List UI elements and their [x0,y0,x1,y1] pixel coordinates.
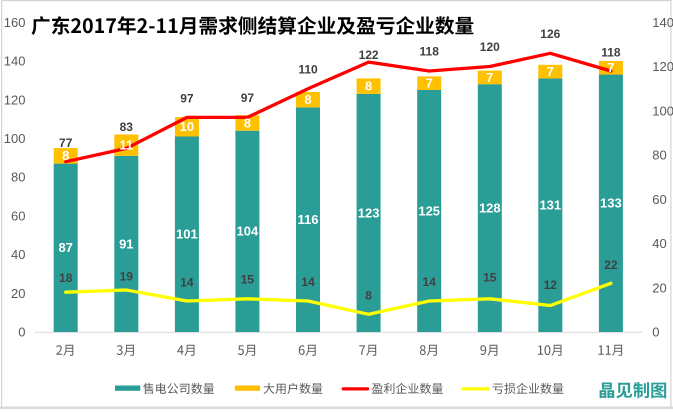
svg-text:8: 8 [62,148,69,163]
svg-text:22: 22 [604,258,618,272]
svg-text:120: 120 [652,59,673,74]
svg-text:83: 83 [120,120,134,134]
svg-text:14: 14 [180,276,194,290]
svg-text:7: 7 [426,76,433,91]
svg-text:10: 10 [180,119,194,134]
svg-text:19: 19 [120,270,134,284]
svg-text:15: 15 [483,270,497,284]
svg-text:15: 15 [241,273,255,287]
svg-text:140: 140 [4,54,26,69]
svg-text:100: 100 [4,131,26,146]
svg-text:123: 123 [358,205,380,220]
svg-text:101: 101 [176,227,198,242]
svg-text:116: 116 [298,212,319,227]
svg-text:122: 122 [359,48,379,62]
svg-text:11: 11 [119,138,133,153]
svg-text:0: 0 [18,325,25,340]
svg-text:80: 80 [652,148,666,163]
svg-text:140: 140 [652,15,673,30]
svg-text:91: 91 [119,236,133,251]
svg-text:97: 97 [180,92,194,106]
svg-text:8: 8 [365,289,372,303]
svg-text:40: 40 [11,247,25,262]
svg-text:120: 120 [4,92,26,107]
svg-text:97: 97 [241,91,255,105]
svg-text:14: 14 [301,275,315,289]
svg-text:77: 77 [59,136,73,150]
svg-text:100: 100 [652,103,673,118]
svg-text:87: 87 [58,240,72,255]
svg-text:110: 110 [298,62,318,76]
svg-text:60: 60 [11,208,25,223]
svg-text:8: 8 [244,115,251,130]
svg-text:20: 20 [11,286,25,301]
svg-text:133: 133 [600,196,622,211]
svg-text:60: 60 [652,192,666,207]
svg-text:14: 14 [423,275,437,289]
svg-text:104: 104 [237,224,259,239]
svg-text:125: 125 [418,203,440,218]
svg-text:118: 118 [601,46,621,60]
svg-text:118: 118 [420,45,440,59]
svg-text:8: 8 [365,79,372,94]
svg-text:120: 120 [480,40,500,54]
svg-text:7: 7 [547,64,554,79]
svg-text:126: 126 [540,27,560,41]
svg-text:80: 80 [11,170,25,185]
svg-text:131: 131 [539,198,561,213]
svg-text:12: 12 [544,278,558,292]
svg-text:160: 160 [4,15,26,30]
svg-text:40: 40 [652,236,666,251]
svg-text:8: 8 [304,92,311,107]
svg-text:18: 18 [59,271,73,285]
svg-text:128: 128 [479,201,501,216]
svg-text:7: 7 [607,60,614,75]
svg-text:7: 7 [486,70,493,85]
svg-text:0: 0 [652,325,659,340]
svg-text:20: 20 [652,280,666,295]
